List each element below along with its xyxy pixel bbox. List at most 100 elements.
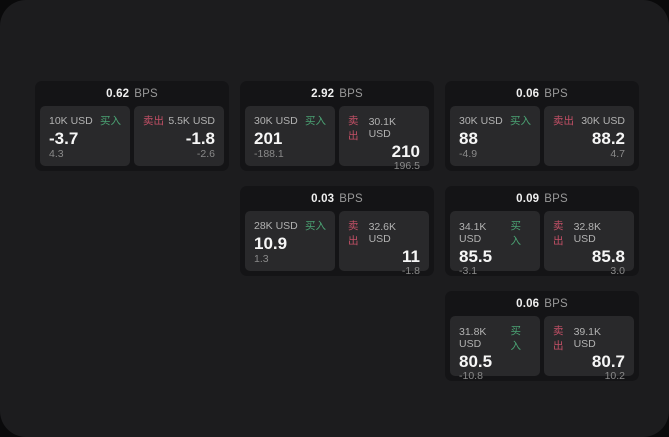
quote-panels: 34.1K USD 买入 85.5 -3.1 卖出 32.8K USD 85.8…: [450, 211, 634, 277]
spread-value: 0.09: [516, 192, 540, 205]
buy-notional: 28K USD: [254, 219, 298, 232]
buy-panel[interactable]: 28K USD 买入 10.9 1.3: [245, 211, 335, 271]
sell-price: 11: [402, 247, 420, 266]
quote-panels: 28K USD 买入 10.9 1.3 卖出 32.6K USD 11 -1.8: [245, 211, 429, 277]
quote-card: 0.06 BPS 31.8K USD 买入 80.5 -10.8 卖出 39.1…: [445, 291, 639, 382]
sell-change: 4.7: [610, 148, 625, 160]
sell-price: 85.8: [591, 247, 625, 266]
sell-price: 80.7: [591, 352, 625, 371]
sell-notional: 30.1K USD: [368, 116, 397, 140]
quote-card: 0.03 BPS 28K USD 买入 10.9 1.3 卖出 32.6K US…: [240, 186, 434, 277]
spread-header: 2.92 BPS: [245, 81, 429, 106]
buy-label-row: 34.1K USD 买入: [459, 218, 531, 248]
buy-notional: 10K USD: [49, 114, 93, 127]
buy-change: 4.3: [49, 148, 64, 160]
sell-side-label: 卖出: [553, 115, 574, 127]
quote-panels: 31.8K USD 买入 80.5 -10.8 卖出 39.1K USD 80.…: [450, 316, 634, 382]
sell-panel[interactable]: 卖出 30K USD 88.2 4.7: [544, 106, 634, 166]
buy-label-row: 31.8K USD 买入: [459, 323, 531, 353]
spread-value: 2.92: [311, 87, 335, 100]
spread-header: 0.06 BPS: [450, 291, 634, 316]
sell-side-label: 卖出: [553, 325, 564, 352]
buy-price: 85.5: [459, 247, 493, 266]
buy-label-row: 28K USD 买入: [254, 218, 326, 233]
buy-side-label: 买入: [510, 220, 521, 247]
sell-notional: 32.6K USD: [368, 221, 397, 245]
sell-change: 3.0: [610, 265, 625, 277]
buy-label-row: 30K USD 买入: [459, 113, 531, 128]
spread-value: 0.62: [106, 87, 130, 100]
buy-side-label: 买入: [100, 115, 121, 127]
buy-side-label: 买入: [305, 115, 326, 127]
spread-header: 0.09 BPS: [450, 186, 634, 211]
buy-change: 1.3: [254, 253, 269, 265]
spread-header: 0.62 BPS: [40, 81, 224, 106]
buy-notional: 31.8K USD: [459, 326, 487, 350]
bps-label: BPS: [134, 87, 158, 100]
spread-value: 0.06: [516, 297, 540, 310]
quote-card: 0.62 BPS 10K USD 买入 -3.7 4.3 卖出 5.5K USD…: [35, 81, 229, 171]
bps-label: BPS: [339, 87, 363, 100]
buy-panel[interactable]: 30K USD 买入 88 -4.9: [450, 106, 540, 166]
buy-price: 80.5: [459, 352, 493, 371]
quote-card: 0.06 BPS 30K USD 买入 88 -4.9 卖出 30K USD 8…: [445, 81, 639, 171]
buy-price: -3.7: [49, 128, 79, 148]
buy-side-label: 买入: [510, 325, 521, 352]
buy-price: 201: [254, 128, 283, 148]
buy-change: -188.1: [254, 148, 284, 160]
buy-price: 88: [459, 128, 478, 148]
sell-price: -1.8: [185, 128, 215, 148]
sell-notional: 5.5K USD: [168, 114, 215, 127]
sell-label-row: 卖出 39.1K USD: [553, 323, 625, 353]
buy-panel[interactable]: 30K USD 买入 201 -188.1: [245, 106, 335, 166]
spread-value: 0.06: [516, 87, 540, 100]
sell-change: 196.5: [393, 160, 420, 172]
bps-label: BPS: [544, 87, 568, 100]
buy-side-label: 买入: [305, 220, 326, 232]
spread-header: 0.03 BPS: [245, 186, 429, 211]
sell-panel[interactable]: 卖出 30.1K USD 210 196.5: [339, 106, 429, 172]
sell-label-row: 卖出 32.8K USD: [553, 218, 625, 248]
quote-card: 0.09 BPS 34.1K USD 买入 85.5 -3.1 卖出 32.8K…: [445, 186, 639, 277]
sell-change: 10.2: [604, 370, 625, 382]
sell-price: 210: [391, 142, 420, 161]
buy-label-row: 30K USD 买入: [254, 113, 326, 128]
buy-label-row: 10K USD 买入: [49, 113, 121, 128]
sell-price: 88.2: [591, 128, 625, 148]
buy-notional: 30K USD: [459, 114, 503, 127]
sell-notional: 32.8K USD: [573, 221, 602, 245]
buy-notional: 34.1K USD: [459, 221, 487, 245]
quote-panels: 10K USD 买入 -3.7 4.3 卖出 5.5K USD -1.8 -2.…: [40, 106, 224, 166]
sell-panel[interactable]: 卖出 32.8K USD 85.8 3.0: [544, 211, 634, 277]
sell-panel[interactable]: 卖出 5.5K USD -1.8 -2.6: [134, 106, 224, 166]
sell-side-label: 卖出: [348, 220, 359, 247]
buy-change: -4.9: [459, 148, 478, 160]
sell-panel[interactable]: 卖出 39.1K USD 80.7 10.2: [544, 316, 634, 382]
sell-side-label: 卖出: [553, 220, 564, 247]
bps-label: BPS: [544, 192, 568, 205]
sell-side-label: 卖出: [143, 115, 164, 127]
sell-change: -2.6: [196, 148, 215, 160]
sell-label-row: 卖出 30K USD: [553, 113, 625, 128]
bps-label: BPS: [544, 297, 568, 310]
buy-panel[interactable]: 31.8K USD 买入 80.5 -10.8: [450, 316, 540, 382]
spread-value: 0.03: [311, 192, 335, 205]
sell-side-label: 卖出: [348, 115, 359, 142]
buy-side-label: 买入: [510, 115, 531, 127]
buy-panel[interactable]: 10K USD 买入 -3.7 4.3: [40, 106, 130, 166]
sell-change: -1.8: [401, 265, 420, 277]
buy-change: -3.1: [459, 265, 478, 277]
sell-notional: 39.1K USD: [573, 326, 602, 350]
buy-panel[interactable]: 34.1K USD 买入 85.5 -3.1: [450, 211, 540, 277]
bps-label: BPS: [339, 192, 363, 205]
buy-notional: 30K USD: [254, 114, 298, 127]
sell-label-row: 卖出 30.1K USD: [348, 113, 420, 143]
buy-change: -10.8: [459, 370, 483, 382]
sell-notional: 30K USD: [581, 114, 625, 127]
buy-price: 10.9: [254, 233, 288, 253]
quote-panels: 30K USD 买入 201 -188.1 卖出 30.1K USD 210 1…: [245, 106, 429, 172]
spread-header: 0.06 BPS: [450, 81, 634, 106]
sell-panel[interactable]: 卖出 32.6K USD 11 -1.8: [339, 211, 429, 277]
